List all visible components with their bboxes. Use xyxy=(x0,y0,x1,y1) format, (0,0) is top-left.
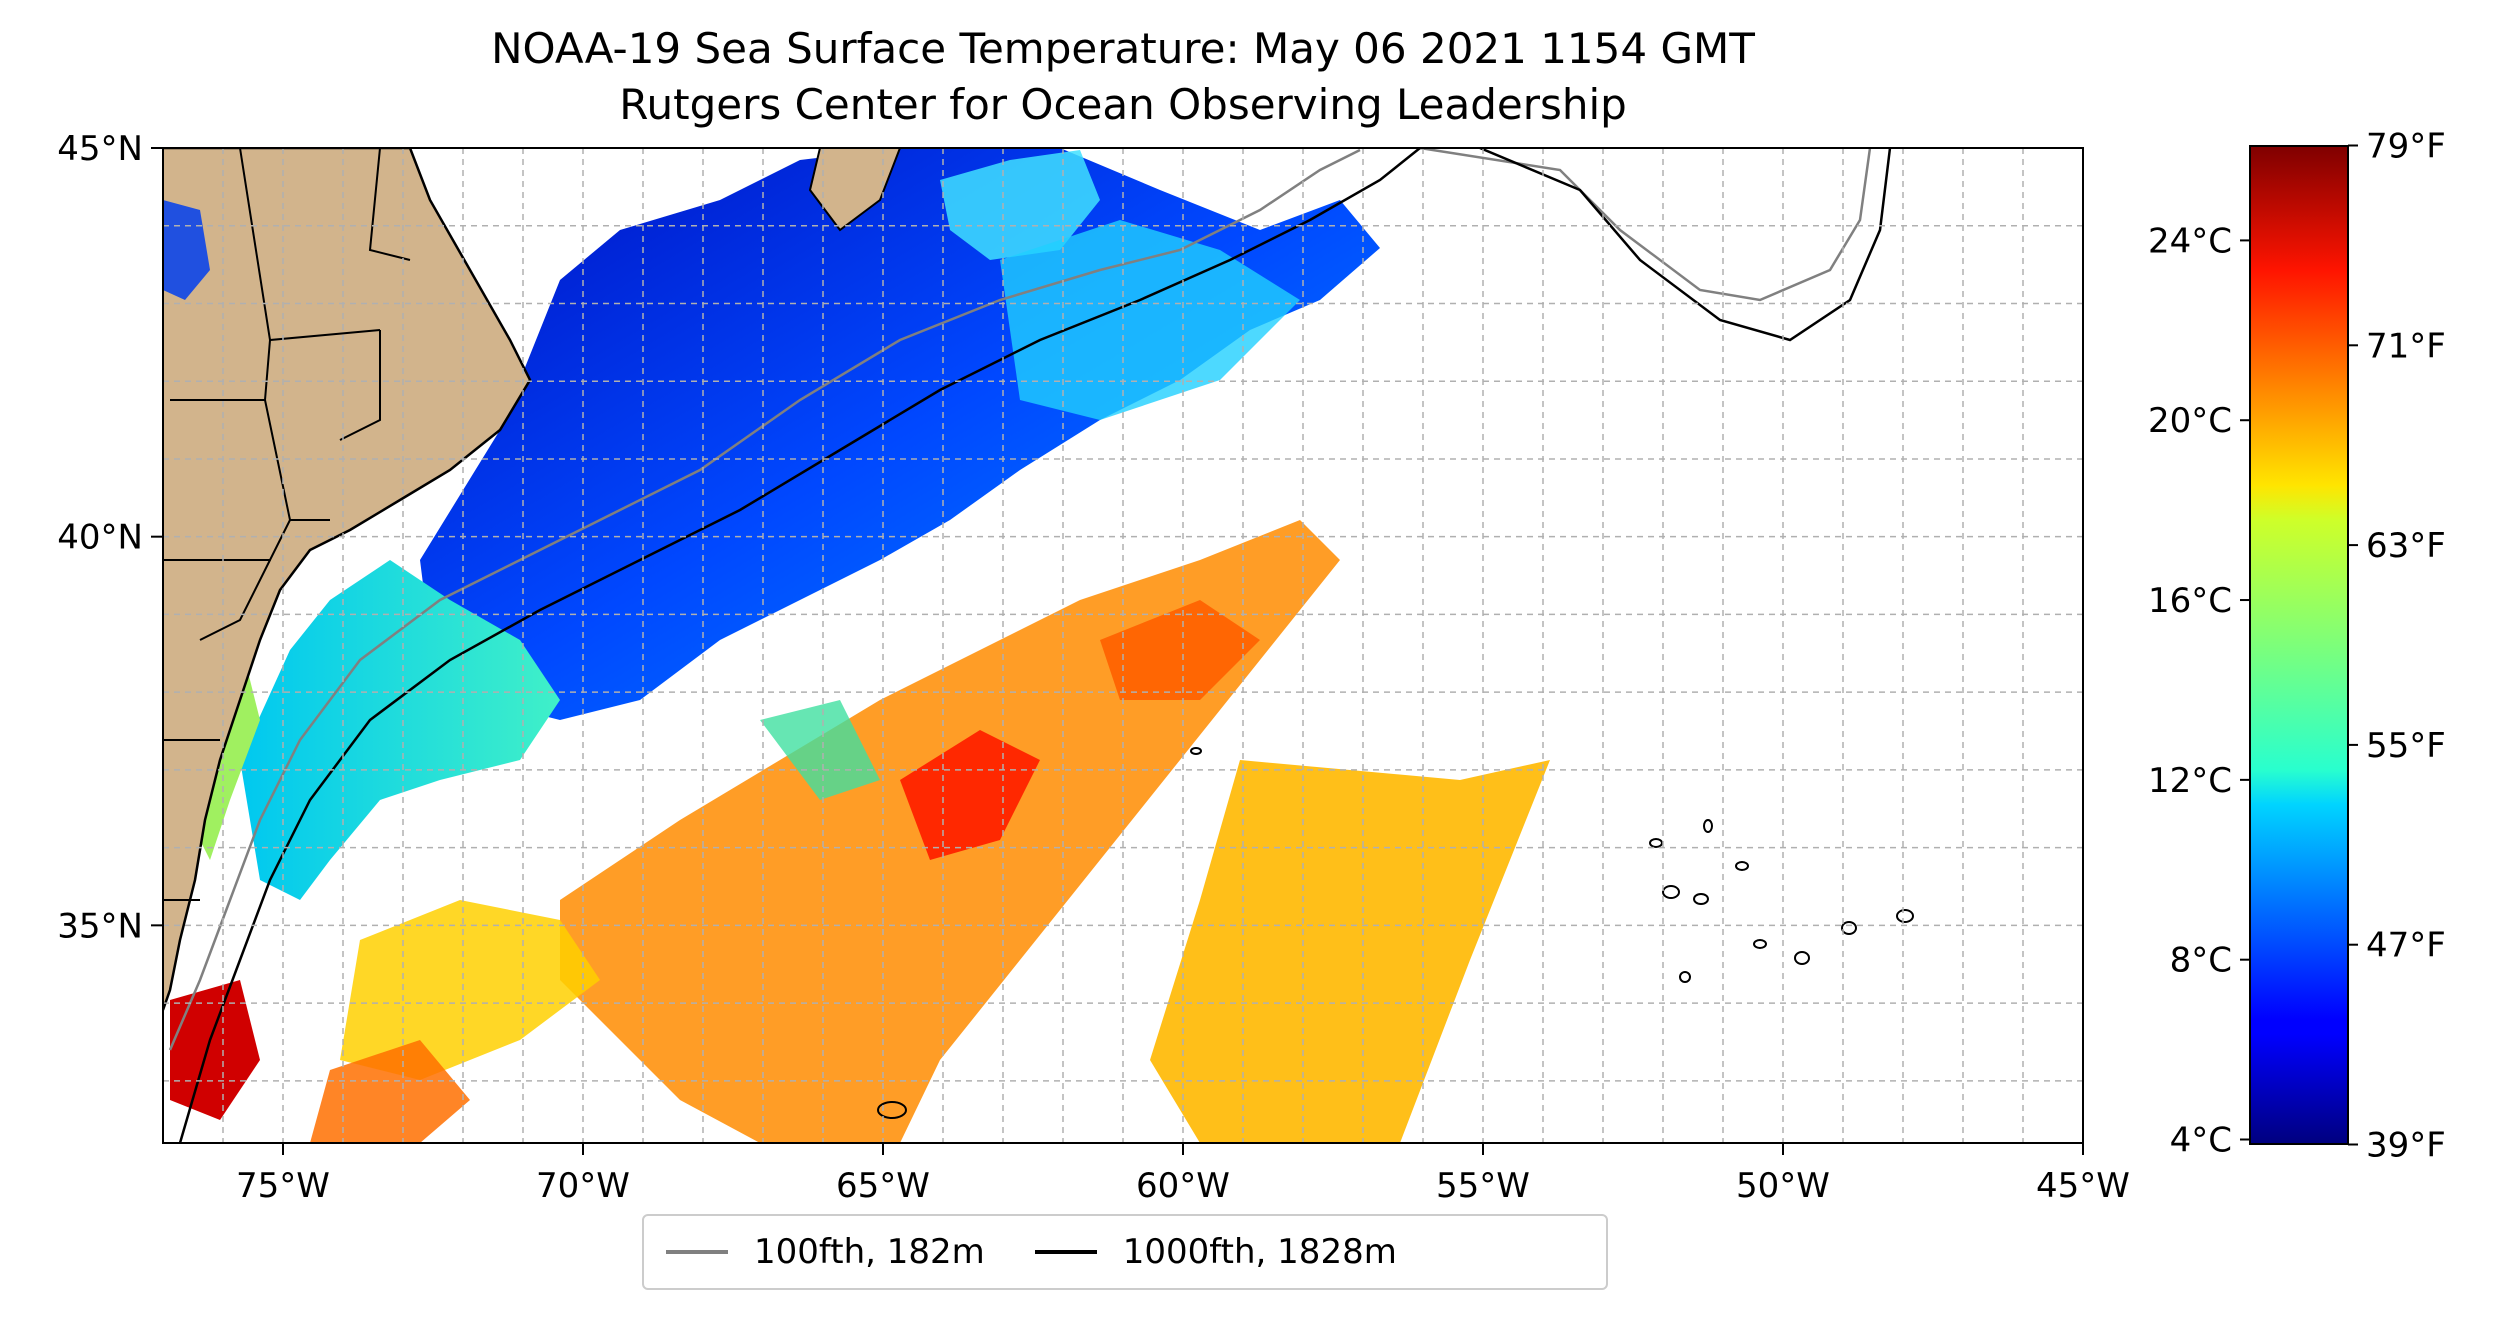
fahrenheit-tick-label: 79°F xyxy=(2366,127,2446,167)
map-plot-area xyxy=(163,148,2083,1143)
fahrenheit-tick-label: 63°F xyxy=(2366,526,2446,566)
sst-georges-bank xyxy=(940,150,1100,260)
lon-tick-label: 50°W xyxy=(1736,1166,1830,1206)
sst-slope-water xyxy=(1000,220,1300,420)
gridlines xyxy=(163,148,2083,1143)
sst-green-patch xyxy=(760,700,880,800)
sst-warm-core xyxy=(1100,600,1260,700)
celsius-tick-label: 12°C xyxy=(2148,761,2232,801)
lat-tick-label: 40°N xyxy=(57,518,143,558)
coastline xyxy=(163,148,532,1011)
legend-label-100fth: 100fth, 182m xyxy=(754,1232,985,1272)
colorbar-gradient xyxy=(2249,145,2349,1145)
sst-south-band xyxy=(340,900,600,1080)
sst-mid-atlantic-shelf xyxy=(240,560,560,900)
legend-item-1000fth: 1000fth, 1828m xyxy=(1034,1232,1397,1272)
sst-field xyxy=(170,148,1550,1143)
state-borders xyxy=(163,148,411,901)
sst-south-band-2 xyxy=(310,1040,470,1143)
fahrenheit-tick-label: 39°F xyxy=(2366,1125,2446,1165)
lat-axis: 45°N 40°N 35°N xyxy=(57,129,163,946)
fahrenheit-tick-label: 71°F xyxy=(2366,326,2446,366)
colorbar-fahrenheit-axis: 39°F 47°F 55°F 63°F 71°F 79°F xyxy=(2348,127,2446,1165)
sst-hatteras-warm xyxy=(170,980,260,1120)
legend-item-100fth: 100fth, 182m xyxy=(666,1232,985,1272)
isobath-1000fth-grand-banks xyxy=(1479,148,1892,342)
lon-tick-label: 75°W xyxy=(236,1166,330,1206)
isobath-100fth xyxy=(168,148,1361,1051)
land-nova-scotia xyxy=(810,148,900,230)
celsius-tick-label: 4°C xyxy=(2170,1121,2232,1161)
colorbar-celsius-axis: 4°C 8°C 12°C 16°C 20°C 24°C xyxy=(2148,221,2250,1161)
lon-tick-label: 45°W xyxy=(2036,1166,2130,1206)
map-subtitle: Rutgers Center for Ocean Observing Leade… xyxy=(619,80,1627,129)
colorbar: 4°C 8°C 12°C 16°C 20°C 24°C 39°F 47°F 55°F 63°F 7… xyxy=(2148,127,2446,1166)
lon-tick-label: 70°W xyxy=(536,1166,630,1206)
lon-tick-label: 60°W xyxy=(1136,1166,1230,1206)
lon-tick-label: 65°W xyxy=(836,1166,930,1206)
map-title: NOAA-19 Sea Surface Temperature: May 06 … xyxy=(491,24,1755,73)
isobath-1000fth xyxy=(178,148,1421,1143)
sst-warm-eddy xyxy=(900,730,1040,860)
sst-sargasso-swath xyxy=(1150,760,1550,1143)
legend-label-1000fth: 1000fth, 1828m xyxy=(1122,1232,1397,1272)
legend-line-1000fth xyxy=(1034,1250,1097,1254)
lat-tick-label: 45°N xyxy=(57,129,143,169)
fahrenheit-tick-label: 47°F xyxy=(2366,926,2446,966)
lat-tick-label: 35°N xyxy=(57,906,143,946)
lon-tick-label: 55°W xyxy=(1436,1166,1530,1206)
isobath-legend: 100fth, 182m 1000fth, 1828m xyxy=(642,1214,1608,1290)
celsius-tick-label: 24°C xyxy=(2148,221,2232,261)
land-us-coast xyxy=(163,148,530,1010)
legend-line-100fth xyxy=(666,1250,728,1254)
celsius-tick-label: 16°C xyxy=(2148,581,2232,621)
map-frame xyxy=(162,147,2084,1144)
coastline-ns xyxy=(808,148,902,232)
celsius-tick-label: 20°C xyxy=(2148,401,2232,441)
lon-axis: 75°W 70°W 65°W 60°W 55°W 50°W 45°W xyxy=(236,1143,2130,1206)
celsius-tick-label: 8°C xyxy=(2170,941,2232,981)
isobath-100fth-grand-banks xyxy=(1419,148,1872,302)
seamount-contours xyxy=(877,747,1914,1119)
fahrenheit-tick-label: 55°F xyxy=(2366,726,2446,766)
